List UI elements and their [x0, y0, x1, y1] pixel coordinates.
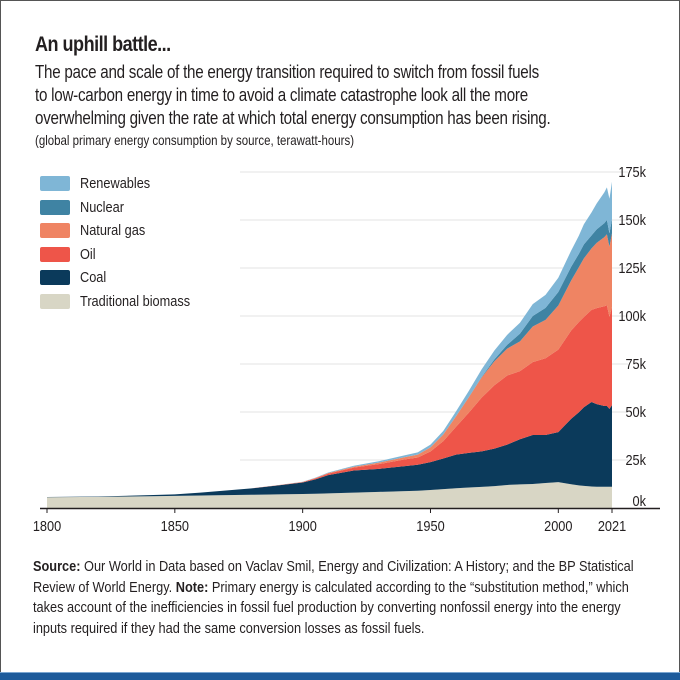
x-tick-label: 1900	[288, 517, 317, 534]
area-coal	[47, 402, 612, 498]
note-text: Primary energy is calculated according t…	[33, 578, 629, 637]
bottom-bar	[0, 672, 680, 680]
x-tick-label: 1950	[416, 517, 445, 534]
x-tick-label: 1850	[161, 517, 190, 534]
subtitle-line: The pace and scale of the energy transit…	[35, 61, 539, 82]
source-label: Source:	[33, 558, 81, 575]
legend-item-nuclear: Nuclear	[40, 196, 210, 220]
legend-label: Coal	[80, 269, 107, 287]
legend-swatch	[40, 270, 70, 286]
y-tick-label: 125k	[618, 259, 646, 276]
y-tick-label: 75k	[625, 355, 646, 372]
legend-swatch	[40, 246, 70, 262]
legend-label: Natural gas	[80, 222, 146, 240]
legend-swatch	[40, 176, 70, 192]
legend-label: Traditional biomass	[80, 292, 191, 310]
x-tick-label: 2021	[598, 517, 627, 534]
area-oil	[47, 305, 612, 498]
chart-title: An uphill battle...	[35, 33, 171, 56]
y-tick-label: 50k	[625, 403, 646, 420]
y-tick-label: 0k	[633, 492, 646, 509]
subtitle-line: overwhelming given the rate at which tot…	[35, 107, 551, 128]
x-tick-label: 2000	[544, 517, 573, 534]
legend-label: Nuclear	[80, 198, 124, 216]
area-traditional-biomass	[47, 482, 612, 508]
legend-swatch	[40, 293, 70, 309]
legend-label: Renewables	[80, 175, 151, 193]
legend-item-oil: Oil	[40, 243, 210, 267]
y-tick-label: 25k	[625, 451, 646, 468]
legend-item-traditional-biomass: Traditional biomass	[40, 290, 210, 314]
subtitle-line: to low-carbon energy in time to avoid a …	[35, 84, 528, 105]
note-label: Note:	[175, 578, 209, 596]
legend-item-natural-gas: Natural gas	[40, 219, 210, 243]
y-tick-label: 175k	[618, 163, 646, 180]
legend-label: Oil	[80, 245, 96, 263]
footnote: Source: Our World in Data based on Vacla…	[33, 557, 638, 639]
legend-swatch	[40, 223, 70, 239]
legend: Renewables Nuclear Natural gas Oil Coal …	[40, 172, 210, 313]
source-text: Our World in Data based on Vaclav Smil, …	[33, 558, 634, 596]
chart-subtitle: The pace and scale of the energy transit…	[35, 60, 551, 129]
axes: 1800 1850 1900 1950 2000 2021 0k 25k 50k 75k 100k 1…	[33, 163, 660, 534]
units-label: (global primary energy consumption by so…	[35, 132, 355, 148]
legend-item-coal: Coal	[40, 266, 210, 290]
legend-swatch	[40, 199, 70, 215]
area-natural-gas	[47, 233, 612, 498]
x-tick-label: 1800	[33, 517, 62, 534]
y-tick-label: 100k	[618, 307, 646, 324]
area-series	[47, 181, 612, 508]
legend-item-renewables: Renewables	[40, 172, 210, 196]
y-tick-label: 150k	[618, 211, 646, 228]
